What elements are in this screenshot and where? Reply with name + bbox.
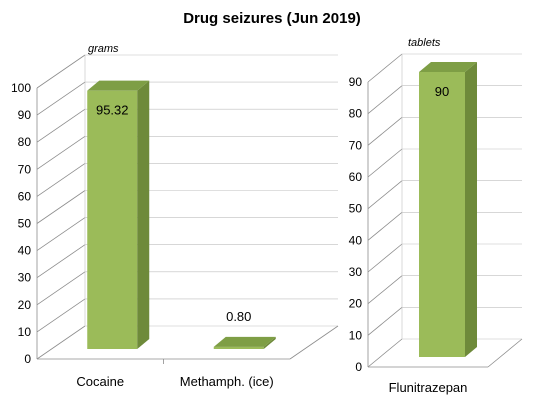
gridline-diagonal: [367, 275, 403, 304]
bar: [87, 90, 138, 349]
y-tick-label: 20: [349, 297, 363, 311]
right-y-axis-ticks: 0 10 20 30 40 50 60 70 80 90: [349, 75, 363, 374]
bar-top-face: [419, 62, 477, 72]
right-data-labels: 90: [435, 84, 449, 99]
bar-side-face: [263, 336, 276, 349]
data-label: 0.80: [226, 309, 251, 324]
category-label: Methamph. (ice): [180, 374, 274, 389]
bar-top-face: [213, 336, 276, 347]
bar: [213, 346, 264, 349]
gridline-diagonal: [367, 85, 403, 114]
y-tick-label: 40: [349, 233, 363, 247]
bar-side-face: [137, 80, 150, 349]
bar-side-face: [465, 62, 477, 357]
bar: [419, 72, 465, 357]
y-tick-label: 30: [349, 265, 363, 279]
y-tick-label: 100: [11, 81, 31, 95]
y-tick-label: 90: [18, 108, 32, 122]
y-tick-label: 70: [18, 162, 32, 176]
gridline-diagonal: [367, 148, 403, 178]
gridline-diagonal: [36, 190, 86, 224]
data-label: 90: [435, 84, 449, 99]
y-tick-label: 80: [349, 107, 363, 121]
y-tick-label: 50: [18, 217, 32, 231]
bar-top-face: [87, 80, 150, 91]
gridline-diagonal: [36, 325, 86, 360]
right-chart-tablets: tablets 0 10 20 30 40 50 60 70 80 90 90 Flunitraz…: [349, 37, 523, 395]
left-gridlines: [36, 54, 339, 364]
y-tick-label: 60: [18, 189, 32, 203]
y-tick-label: 70: [349, 138, 363, 152]
left-bars: [87, 80, 276, 349]
right-unit-label: tablets: [408, 37, 441, 49]
gridline-diagonal: [36, 298, 86, 333]
y-tick-label: 90: [349, 75, 363, 89]
floor-side-edge: [487, 338, 523, 368]
gridline-diagonal: [36, 217, 86, 251]
y-tick-label: 20: [18, 298, 32, 312]
right-category-labels: Flunitrazepan: [389, 380, 468, 395]
gridline-diagonal: [36, 108, 86, 143]
y-tick-label: 10: [349, 328, 363, 342]
gridline-diagonal: [36, 81, 86, 116]
right-bars: [419, 62, 477, 357]
y-tick-label: 80: [18, 135, 32, 149]
gridline-diagonal: [367, 180, 403, 209]
gridline-diagonal: [367, 243, 403, 273]
y-tick-label: 30: [18, 271, 32, 285]
y-tick-label: 40: [18, 244, 32, 258]
floor-side-edge: [289, 325, 339, 360]
left-category-labels: Cocaine Methamph. (ice): [76, 374, 273, 389]
gridline-diagonal: [36, 271, 86, 306]
gridline-diagonal: [367, 307, 403, 336]
data-label: 95.32: [96, 103, 129, 118]
gridline-diagonal: [367, 338, 403, 368]
left-unit-label: grams: [88, 43, 119, 55]
gridline-diagonal: [367, 53, 403, 83]
gridline-diagonal: [367, 212, 403, 241]
category-label: Flunitrazepan: [389, 380, 468, 395]
gridline-diagonal: [36, 135, 86, 170]
left-chart-grams: grams 0 10 20 30 40 50 60 70 80 90 100 95.32 0.80 C…: [11, 43, 339, 389]
left-data-labels: 95.32 0.80: [96, 103, 251, 324]
y-tick-label: 10: [18, 325, 32, 339]
gridline-diagonal: [36, 163, 86, 197]
y-tick-label: 0: [355, 360, 362, 374]
gridline-diagonal: [36, 244, 86, 279]
y-tick-label: 0: [24, 352, 31, 366]
y-tick-label: 50: [349, 202, 363, 216]
y-tick-label: 60: [349, 170, 363, 184]
category-label: Cocaine: [76, 374, 124, 389]
gridline-diagonal: [36, 54, 86, 89]
chart-title: Drug seizures (Jun 2019): [183, 10, 361, 27]
left-y-axis-ticks: 0 10 20 30 40 50 60 70 80 90 100: [11, 81, 31, 366]
gridline-diagonal: [367, 117, 403, 146]
